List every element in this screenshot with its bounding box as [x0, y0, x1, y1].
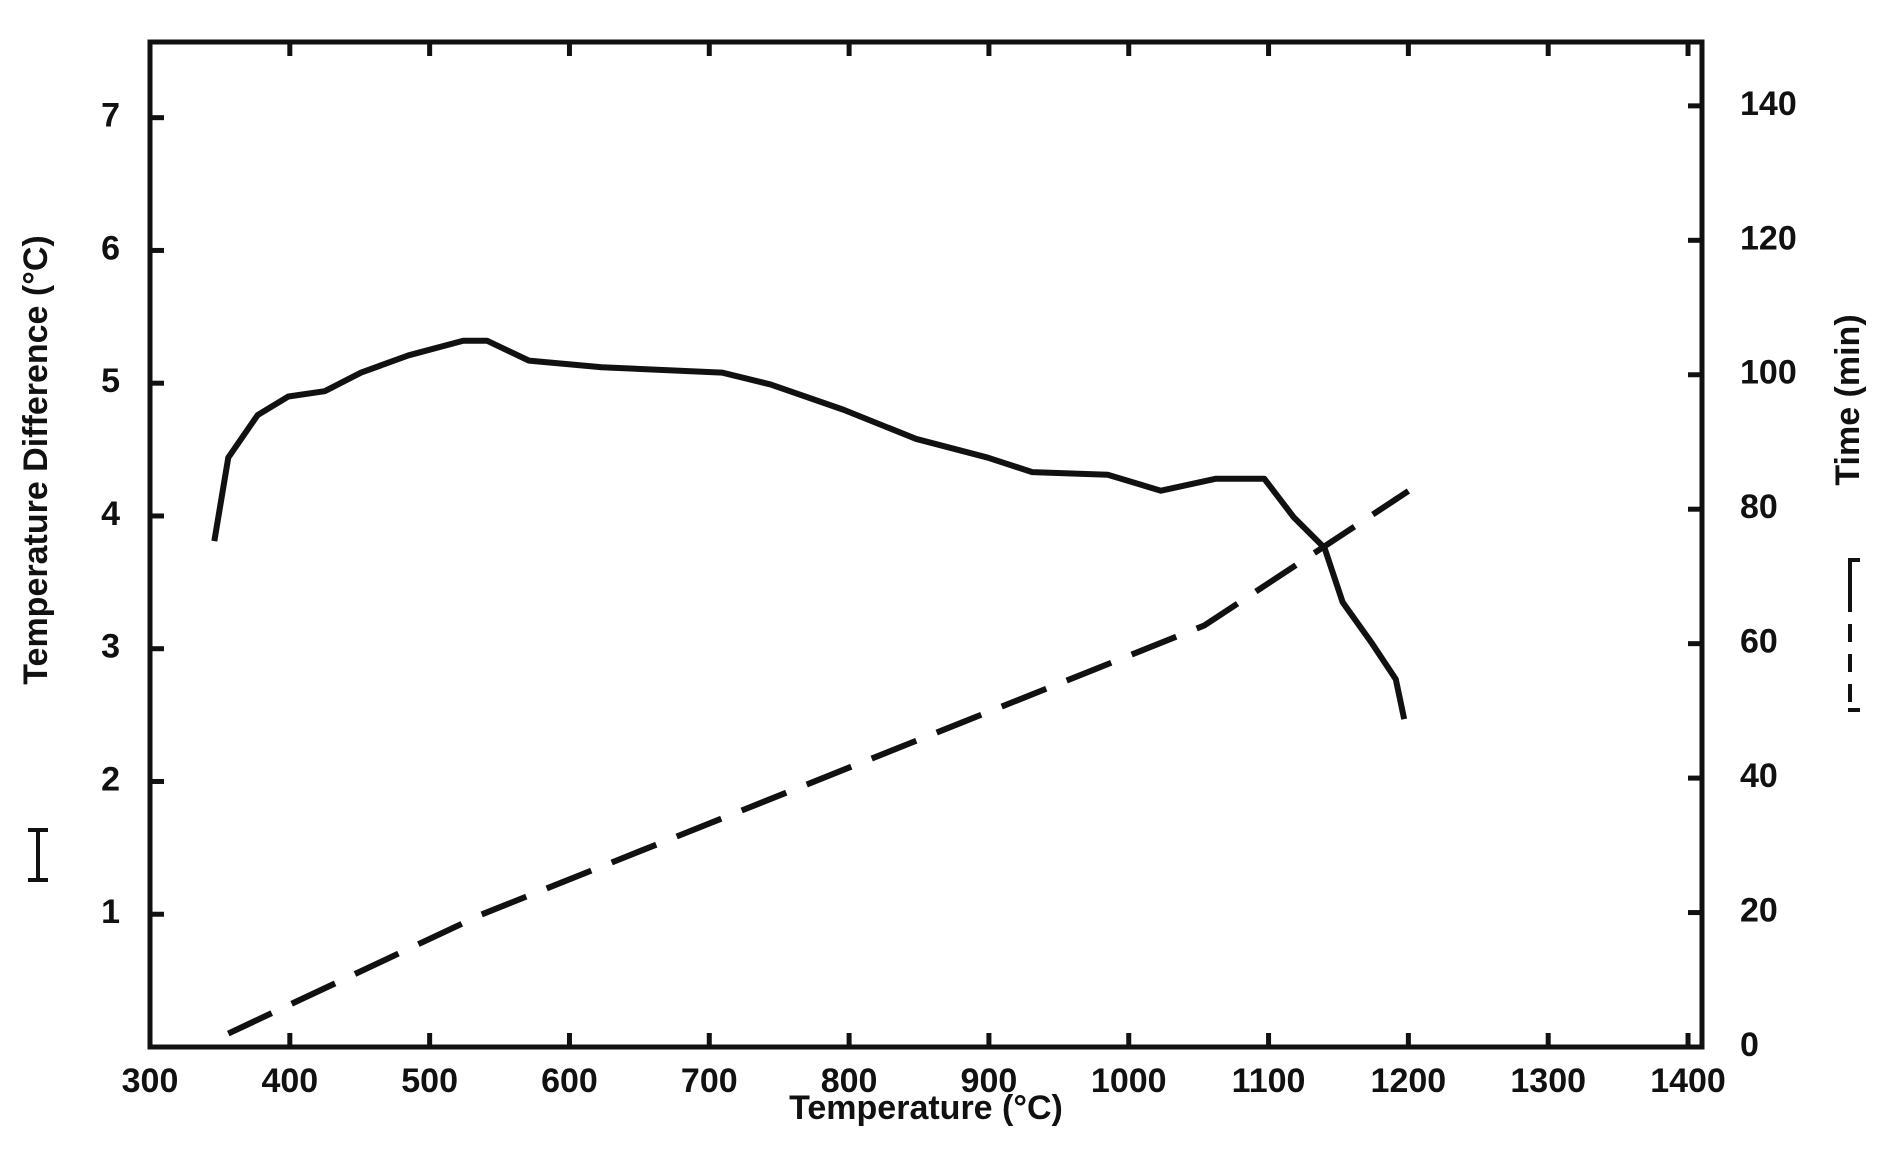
temperature-difference-line	[211, 337, 1408, 720]
y2-tick-label: 0	[1740, 1026, 1759, 1064]
x-tick-label: 900	[961, 1062, 1018, 1100]
x-tick-label: 1300	[1510, 1062, 1586, 1100]
x-tick-label: 1100	[1232, 1062, 1306, 1100]
y2-tick-label: 60	[1740, 623, 1778, 661]
y-axis-label-group: Temperature Difference (°C)	[17, 235, 55, 882]
time-line	[227, 488, 1411, 1037]
y2-tick-label: 120	[1740, 219, 1797, 257]
dashed-line-key	[1840, 558, 1860, 712]
x-tick-label: 700	[681, 1062, 738, 1100]
y2-tick-label: 20	[1740, 892, 1778, 930]
x-tick-label: 400	[261, 1062, 318, 1100]
x-tick-label: 1200	[1371, 1062, 1447, 1100]
y2-axis-label-group: Time (min)	[1829, 314, 1867, 712]
solid-line-key	[28, 828, 48, 882]
plot-frame	[147, 39, 1705, 1050]
y-axis-label: Temperature Difference (°C)	[17, 235, 55, 684]
y2-tick-label: 80	[1740, 488, 1778, 526]
x-tick-label: 600	[541, 1062, 598, 1100]
y-tick-label: 2	[101, 760, 120, 798]
y-tick-label: 4	[101, 495, 120, 533]
y-tick-label: 6	[101, 229, 120, 267]
x-tick-label: 1000	[1091, 1062, 1167, 1100]
y2-tick-label: 100	[1740, 354, 1797, 392]
x-tick-label: 500	[401, 1062, 458, 1100]
y-tick-label: 5	[101, 362, 120, 400]
x-tick-label: 800	[821, 1062, 878, 1100]
y2-tick-label: 40	[1740, 757, 1778, 795]
x-axis-label: Temperature (°C)	[789, 1089, 1063, 1127]
y-tick-label: 1	[101, 893, 120, 931]
y2-axis-label: Time (min)	[1829, 314, 1867, 485]
x-tick-label: 300	[122, 1062, 179, 1100]
y-tick-label: 7	[101, 97, 120, 135]
y2-tick-label: 140	[1740, 85, 1797, 123]
y-tick-label: 3	[101, 628, 120, 666]
x-tick-label: 1400	[1650, 1062, 1726, 1100]
